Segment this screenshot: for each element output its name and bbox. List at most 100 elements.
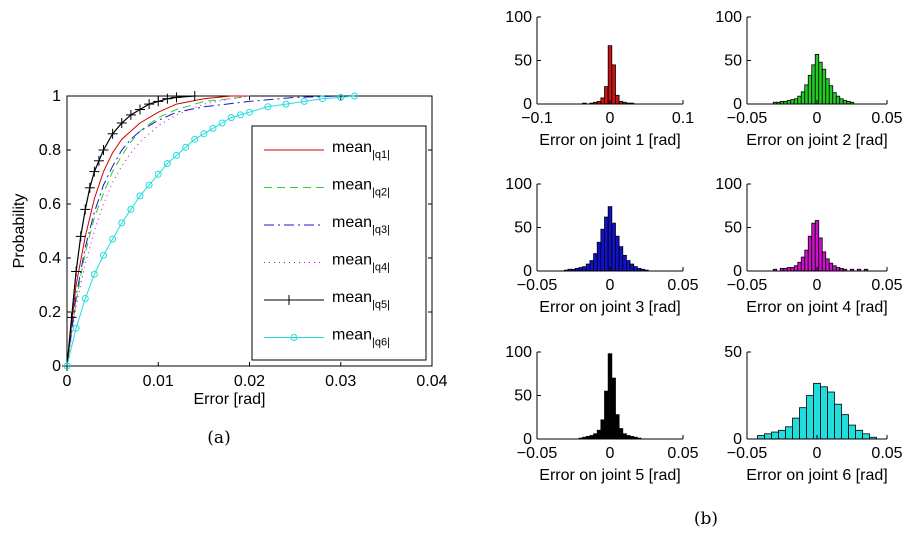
histogram-bar (626, 435, 631, 440)
y-tick-label: 0.2 (39, 304, 61, 321)
series-line-6 (66, 95, 355, 367)
histogram-bar (600, 419, 605, 440)
x-tick-label: 0.05 (871, 110, 902, 127)
y-tick-label: 0 (733, 96, 742, 113)
histogram-bar (842, 100, 848, 105)
x-tick-label: 0 (606, 277, 615, 294)
histogram-bar (820, 386, 828, 440)
histogram-bar (793, 265, 799, 272)
x-tick-label: 0 (606, 110, 615, 127)
circle-marker (109, 235, 117, 243)
y-tick-label: 50 (724, 53, 742, 70)
circle-marker (182, 143, 190, 151)
histogram-bar (832, 265, 837, 272)
histogram-bar (582, 266, 587, 272)
histogram-bar (593, 253, 598, 272)
y-tick-label: 0 (733, 263, 742, 280)
x-axis-label: Error on joint 5 [rad] (539, 467, 680, 484)
x-tick-label: 0 (606, 445, 615, 462)
plus-marker (93, 155, 104, 166)
y-tick-label: 50 (514, 53, 532, 70)
histogram-bar (814, 54, 820, 105)
y-tick-label: 0 (523, 263, 532, 280)
plus-marker (89, 166, 100, 177)
circle-marker (191, 135, 199, 143)
x-tick-label: 0.03 (325, 373, 356, 390)
y-tick-label: 50 (724, 344, 742, 361)
plus-marker (80, 204, 91, 215)
series-line-2 (66, 95, 250, 367)
circle-marker (218, 119, 226, 127)
plus-marker (84, 182, 95, 193)
histogram-bar (622, 254, 627, 272)
histogram-bar (611, 222, 616, 272)
circle-marker (100, 251, 107, 259)
plus-marker (125, 109, 136, 120)
x-tick-label: −0.05 (727, 445, 768, 462)
histogram-bar (832, 92, 837, 105)
circle-marker (282, 100, 290, 108)
circle-marker (236, 111, 244, 119)
histogram-bar (800, 91, 806, 105)
circle-marker (145, 181, 153, 189)
histogram-bar (797, 261, 802, 272)
histogram-bar (778, 429, 786, 440)
cdf-chart: 0 0.01 0.02 0.03 0.04 0 0.2 0.4 0.6 0.8 1 Error [ra… (11, 88, 448, 408)
histogram-bar (792, 417, 800, 440)
histogram-bar (825, 78, 830, 105)
histogram-bar (604, 216, 609, 272)
x-tick-label: 0.01 (143, 373, 174, 390)
y-tick-label: 0.4 (39, 250, 61, 267)
x-tick-label: 0.02 (234, 373, 265, 390)
y-tick-label: 0 (52, 358, 61, 375)
plus-marker (98, 145, 109, 155)
histogram-bar (799, 407, 807, 440)
x-tick-label: 0 (813, 110, 822, 127)
circle-marker (127, 205, 135, 213)
histogram-bar (786, 100, 792, 105)
histogram-bar (589, 435, 594, 440)
caption-b: (b) (694, 509, 718, 529)
plus-marker (144, 99, 155, 110)
circle-marker (350, 92, 358, 100)
x-tick-label: 0.05 (871, 445, 902, 462)
histogram-bar (785, 426, 793, 440)
histogram-bar (786, 267, 792, 272)
plus-marker (116, 118, 127, 128)
y-tick-label: 0.6 (39, 196, 61, 213)
x-tick-label: 0 (813, 445, 822, 462)
histogram-bar (757, 435, 765, 440)
histogram-bar (600, 97, 605, 105)
y-tick-label: 100 (505, 344, 532, 361)
x-tick-label: 0.05 (667, 277, 698, 294)
legend-box (251, 125, 427, 361)
x-tick-label: 0 (63, 373, 72, 390)
plus-marker (171, 92, 182, 103)
histogram-bar (835, 267, 841, 272)
x-axis-label: Error on joint 6 [rad] (746, 467, 887, 484)
histogram-bar (633, 266, 638, 272)
x-axis-label: Error on joint 1 [rad] (539, 132, 680, 149)
y-tick-label: 100 (715, 176, 742, 193)
x-tick-label: 0.05 (667, 445, 698, 462)
histogram-bar (811, 64, 816, 105)
histogram-bar (593, 433, 598, 440)
circle-marker (63, 362, 71, 370)
histogram-bar (814, 220, 820, 272)
histogram-bar (618, 428, 624, 440)
y-tick-label: 0 (523, 96, 532, 113)
histogram-bar (818, 61, 823, 105)
histogram-bar (807, 74, 813, 105)
y-tick-label: 0.8 (39, 142, 61, 159)
plus-marker (189, 91, 200, 101)
circle-marker (118, 219, 126, 227)
y-axis-label: Probability (11, 194, 28, 269)
histogram-bar (848, 424, 856, 440)
histogram-bar (841, 414, 849, 440)
circle-marker (136, 192, 144, 200)
